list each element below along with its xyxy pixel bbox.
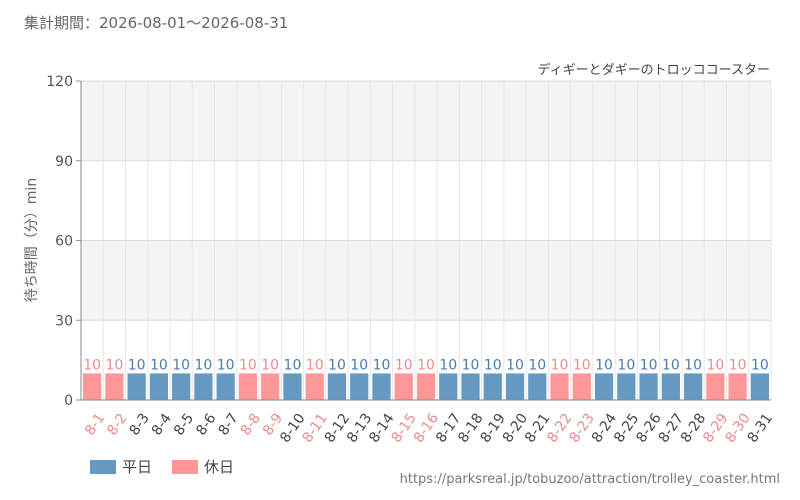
bar-value-label: 10 [462, 357, 480, 373]
legend-swatch-weekday [90, 459, 116, 474]
x-tick-labels: 8-18-28-38-48-58-68-78-88-98-108-118-128… [82, 411, 776, 446]
bar-8-8 [238, 373, 258, 400]
bar-8-26 [639, 373, 658, 400]
bar-8-12 [327, 373, 347, 400]
bar-8-6 [194, 373, 213, 400]
x-tick-label: 8-7 [216, 411, 242, 439]
bar-value-label: 10 [617, 357, 635, 373]
y-tick-label: 0 [64, 393, 73, 409]
bar-8-25 [617, 373, 636, 400]
bar-value-label: 10 [573, 357, 591, 373]
period-label: 集計期間：2026-08-01～2026-08-31 [24, 14, 289, 32]
bar-value-label: 10 [172, 357, 190, 373]
bar-8-17 [439, 373, 458, 400]
bar-value-label: 10 [528, 357, 546, 373]
bar-value-label: 10 [150, 357, 168, 373]
bars-group [83, 373, 769, 400]
y-tick-label: 30 [55, 313, 73, 329]
bar-value-label: 10 [506, 357, 524, 373]
bar-8-21 [528, 373, 547, 400]
bar-value-label: 10 [662, 357, 680, 373]
bar-value-label: 10 [729, 357, 747, 373]
bar-8-18 [461, 373, 480, 400]
bar-value-label: 10 [706, 357, 724, 373]
x-tick-label: 8-4 [149, 411, 175, 439]
y-axis-label: 待ち時間（分）min [24, 178, 40, 302]
x-tick-label: 8-8 [238, 411, 264, 439]
chart-title: ディギーとダギーのトロッココースター [538, 62, 770, 78]
bar-8-22 [550, 373, 569, 400]
legend-label-holiday: 休日 [204, 458, 235, 476]
bar-8-23 [572, 373, 591, 400]
bar-8-7 [216, 373, 235, 400]
bar-value-label: 10 [373, 357, 391, 373]
bar-8-15 [394, 373, 413, 400]
bar-8-10 [283, 373, 302, 400]
bar-value-label: 10 [551, 357, 569, 373]
plot-band [81, 240, 771, 321]
bar-value-label: 10 [239, 357, 257, 373]
bar-value-label: 10 [751, 357, 769, 373]
legend-swatch-holiday [172, 459, 199, 474]
legend-item-weekday: 平日 [90, 456, 152, 477]
bar-8-16 [416, 373, 436, 400]
bar-value-label: 10 [128, 357, 146, 373]
source-url: https://parksreal.jp/tobuzoo/attraction/… [399, 472, 780, 487]
bar-value-label: 10 [417, 357, 435, 373]
bar-8-19 [483, 373, 502, 400]
x-tick-label: 8-2 [104, 411, 130, 439]
bar-8-3 [127, 373, 146, 400]
bar-8-14 [372, 373, 391, 400]
bar-value-label: 10 [83, 357, 101, 373]
bar-value-label: 10 [595, 357, 613, 373]
x-tick-label: 8-6 [193, 411, 219, 439]
y-tick-label: 120 [46, 74, 73, 90]
legend-label-weekday: 平日 [122, 458, 153, 476]
y-tick-label: 60 [55, 234, 73, 250]
bar-8-5 [172, 373, 191, 400]
bar-value-label: 10 [261, 357, 279, 373]
x-tick-label: 8-31 [745, 411, 776, 446]
bar-8-29 [706, 373, 725, 400]
bar-value-label: 10 [105, 357, 123, 373]
legend-item-holiday: 休日 [172, 456, 234, 477]
plot-band [81, 81, 771, 161]
bar-8-28 [683, 373, 703, 400]
bar-value-label: 10 [640, 357, 658, 373]
bar-8-9 [261, 373, 280, 400]
bar-value-label: 10 [439, 357, 457, 373]
x-tick-label: 8-1 [82, 411, 108, 439]
x-tick-label: 8-3 [127, 411, 153, 439]
bar-8-1 [83, 373, 102, 400]
x-tick-label: 8-5 [171, 411, 197, 439]
bar-8-4 [149, 373, 169, 400]
y-tick-labels: 0 30 60 90 120 [46, 74, 73, 409]
bar-value-label: 10 [350, 357, 368, 373]
y-tick-label: 90 [55, 154, 73, 170]
bar-value-label: 10 [217, 357, 235, 373]
bar-8-11 [305, 373, 324, 400]
bar-8-20 [505, 373, 525, 400]
bar-8-27 [661, 373, 680, 400]
bar-value-label: 10 [328, 357, 346, 373]
bar-value-label: 10 [195, 357, 213, 373]
bar-value-labels: 10 10 10 10 10 10 10 10 10 10 10 10 10 10 10 10 10 10 10 10… [83, 357, 769, 373]
bar-value-label: 10 [284, 357, 302, 373]
bar-value-label: 10 [684, 357, 702, 373]
bar-8-2 [105, 373, 124, 400]
bar-value-label: 10 [306, 357, 324, 373]
legend: 平日 休日 [90, 456, 234, 477]
plot-bands [81, 81, 771, 321]
bar-value-label: 10 [395, 357, 413, 373]
bar-8-24 [594, 373, 614, 400]
bar-8-31 [750, 373, 769, 400]
bar-value-label: 10 [484, 357, 502, 373]
bar-8-30 [728, 373, 747, 400]
bar-8-13 [350, 373, 369, 400]
